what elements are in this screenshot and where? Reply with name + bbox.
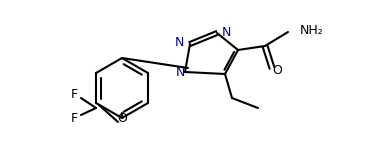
Text: NH₂: NH₂: [300, 25, 324, 38]
Text: O: O: [117, 112, 127, 125]
Text: F: F: [70, 88, 78, 102]
Text: N: N: [222, 26, 231, 39]
Text: F: F: [70, 112, 78, 125]
Text: N: N: [175, 67, 185, 79]
Text: N: N: [175, 37, 184, 49]
Text: O: O: [272, 65, 282, 77]
